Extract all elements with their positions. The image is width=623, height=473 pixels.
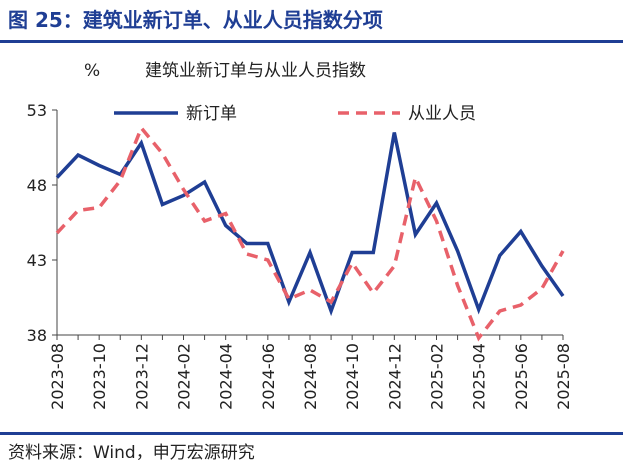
y-tick-label: 43 xyxy=(27,251,47,270)
x-tick-label: 2024-04 xyxy=(217,343,236,410)
x-tick-label: 2024-08 xyxy=(301,343,320,410)
x-tick-label: 2024-10 xyxy=(343,343,362,410)
x-tick-label: 2023-12 xyxy=(132,343,151,410)
x-tick-label: 2025-06 xyxy=(512,343,531,410)
chart-title: 建筑业新订单与从业人员指数 xyxy=(145,61,366,81)
plot-area xyxy=(55,124,565,342)
chart-legend: 新订单 从业人员 xyxy=(114,104,476,124)
x-tick-label: 2024-06 xyxy=(259,343,278,410)
y-tick-label: 48 xyxy=(27,176,47,195)
legend-label-1: 新订单 xyxy=(186,104,237,124)
x-tick-label: 2024-02 xyxy=(175,343,194,410)
series-line-1 xyxy=(55,132,565,317)
line-chart: % 建筑业新订单与从业人员指数 新订单 从业人员 38 43 48 53 2023-08 2… xyxy=(27,61,573,410)
figure-title: 图 25：建筑业新订单、从业人员指数分项 xyxy=(8,8,383,32)
series-line-2 xyxy=(55,124,565,342)
x-tick-label: 2023-08 xyxy=(48,343,67,410)
y-tick-label: 38 xyxy=(27,326,47,345)
bottom-divider xyxy=(0,432,623,435)
x-tick-label: 2023-10 xyxy=(90,343,109,410)
x-tick-label: 2025-04 xyxy=(470,343,489,410)
title-divider xyxy=(0,40,623,43)
y-tick-label: 53 xyxy=(27,101,47,120)
axes: 38 43 48 53 2023-08 2023-10 2023-12 2024-02 2024… xyxy=(27,101,573,410)
x-tick-label: 2025-02 xyxy=(428,343,447,410)
legend-label-2: 从业人员 xyxy=(408,104,476,124)
source-note: 资料来源：Wind，申万宏源研究 xyxy=(8,443,255,463)
y-axis-unit: % xyxy=(84,61,100,81)
x-tick-label: 2025-08 xyxy=(554,343,573,410)
x-tick-label: 2024-12 xyxy=(385,343,404,410)
